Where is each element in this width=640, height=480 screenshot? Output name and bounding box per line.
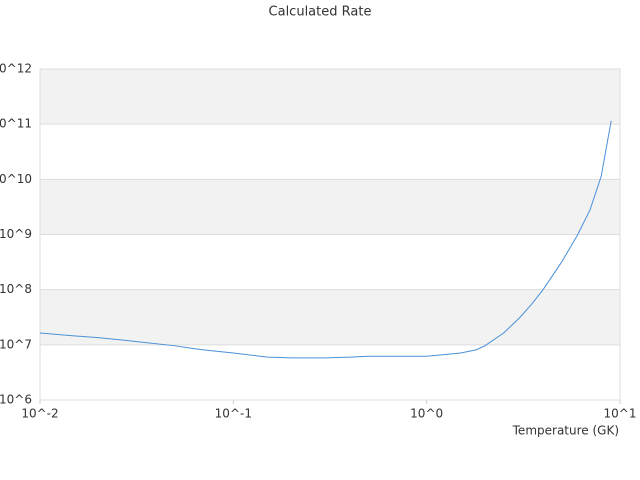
y-tick-label: 10^9: [0, 227, 32, 241]
y-tick-label: 10^12: [0, 62, 32, 76]
y-tick-label: 10^11: [0, 117, 32, 131]
x-tick-label: 10^-2: [21, 407, 58, 421]
chart-title: Calculated Rate: [269, 5, 372, 20]
line: [39, 120, 612, 359]
x-axis-label: Temperature (GK): [512, 424, 619, 438]
x-tick-label: 10^-1: [215, 407, 252, 421]
y-tick-label: 10^10: [0, 172, 32, 186]
grid-band: [40, 179, 620, 235]
x-tick-label: 10^1: [604, 407, 637, 421]
y-tick-label: 10^7: [0, 337, 32, 351]
x-tick-label: 10^0: [410, 407, 443, 421]
y-tick-label: 10^6: [0, 393, 32, 407]
y-tick-label: 10^8: [0, 282, 32, 296]
grid-band: [40, 289, 620, 345]
grid-band: [40, 69, 620, 125]
plot-frame: [39, 68, 621, 401]
